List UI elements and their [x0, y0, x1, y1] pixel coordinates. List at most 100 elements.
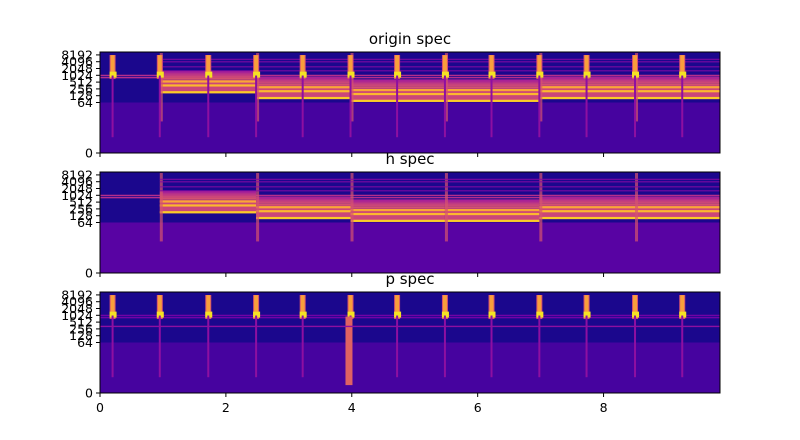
- y-tick-label: 0: [85, 386, 93, 401]
- harmonic-line: [635, 77, 720, 81]
- segment-onset: [539, 53, 543, 122]
- percussive-hit-tail: [634, 75, 637, 138]
- harmonic-line: [350, 206, 445, 209]
- percussive-hit-peak: [583, 311, 591, 318]
- harmonic-line: [539, 196, 636, 199]
- harmonic-line: [539, 216, 636, 220]
- percussive-hit-tail: [585, 75, 588, 138]
- percussive-hit-core: [157, 55, 162, 72]
- percussive-hit-core: [680, 295, 685, 312]
- percussive-hit-core: [584, 55, 589, 72]
- percussive-hit-peak: [394, 71, 402, 78]
- harmonic-line: [635, 199, 720, 202]
- harmonic-line: [256, 203, 351, 206]
- percussive-hit-tail: [207, 75, 210, 138]
- harmonic-line: [444, 206, 540, 209]
- harmonic-line: [350, 202, 445, 205]
- harmonic-line: [635, 196, 720, 199]
- y-tick-label: 8192: [61, 167, 93, 182]
- percussive-hit-peak: [253, 311, 261, 318]
- y-tick-label: 64: [77, 95, 93, 110]
- y-tick-label: 2048: [61, 181, 93, 196]
- percussive-hit-peak: [109, 71, 117, 78]
- y-tick-label: 64: [77, 335, 93, 350]
- percussive-hit-peak: [299, 311, 307, 318]
- harmonic-body: [159, 199, 257, 214]
- x-tick-label: 4: [348, 400, 356, 415]
- percussive-hit-tail: [634, 315, 637, 378]
- harmonic-line: [350, 212, 445, 216]
- percussive-hit-core: [537, 295, 542, 312]
- percussive-hit-core: [206, 295, 211, 312]
- segment-onset: [635, 53, 639, 122]
- y-tick-label: 256: [69, 321, 93, 336]
- segment-onset: [159, 53, 163, 122]
- percussive-hit-core: [254, 55, 259, 72]
- spec-noise-floor: [100, 102, 720, 153]
- percussive-hit-core: [395, 295, 400, 312]
- harmonic-line: [635, 206, 720, 209]
- y-tick-label: 512: [69, 195, 93, 210]
- spec-partial: [159, 66, 720, 68]
- percussive-hit-tail: [443, 75, 446, 138]
- percussive-hit-core: [680, 55, 685, 72]
- percussive-hit-peak: [205, 71, 213, 78]
- percussive-hit-tail: [443, 315, 446, 378]
- percussive-hit-core: [300, 55, 305, 72]
- harmonic-line: [635, 216, 720, 220]
- harmonic-line: [256, 199, 351, 202]
- percussive-hit-peak: [488, 71, 496, 78]
- harmonic-line: [256, 196, 351, 199]
- percussive-hit-peak: [679, 311, 687, 318]
- percussive-hit-peak: [536, 71, 544, 78]
- percussive-hit-peak: [205, 311, 213, 318]
- percussive-hit-core: [348, 295, 353, 312]
- segment-onset: [539, 173, 543, 242]
- y-tick-label: 2048: [61, 61, 93, 76]
- harmonic-body: [444, 208, 540, 222]
- y-tick-label: 128: [69, 88, 93, 103]
- percussive-hit-peak: [632, 71, 640, 78]
- percussive-hit-tail: [158, 315, 161, 378]
- y-tick-label: 8192: [61, 47, 93, 62]
- panel-title: origin spec: [369, 30, 451, 48]
- percussive-hit-tail: [490, 75, 493, 138]
- y-tick-label: 512: [69, 75, 93, 90]
- percussive-transient: [345, 316, 353, 386]
- percussive-hit-tail: [490, 315, 493, 378]
- segment-onset: [444, 53, 448, 122]
- segment-onset: [444, 173, 448, 242]
- y-tick-label: 128: [69, 208, 93, 223]
- percussive-hit-tail: [255, 75, 258, 138]
- percussive-hit-tail: [585, 315, 588, 378]
- harmonic-line: [539, 199, 636, 202]
- percussive-hit-peak: [156, 71, 164, 78]
- percussive-hit-peak: [536, 311, 544, 318]
- segment-onset: [635, 173, 639, 242]
- y-tick-label: 1024: [61, 308, 93, 323]
- segment-onset: [256, 53, 260, 122]
- harmonic-line: [539, 201, 636, 204]
- spec-band: [100, 314, 720, 317]
- spec-band: [100, 325, 720, 328]
- y-tick-label: 512: [69, 315, 93, 330]
- y-tick-label: 256: [69, 81, 93, 96]
- percussive-hit-tail: [396, 315, 399, 378]
- harmonic-line: [159, 204, 257, 207]
- spec-band: [100, 76, 720, 79]
- percussive-hit-core: [584, 295, 589, 312]
- percussive-hit-core: [206, 55, 211, 72]
- percussive-hit-tail: [681, 315, 684, 378]
- spec-band: [100, 196, 720, 199]
- harmonic-body: [635, 85, 720, 100]
- percussive-hit-peak: [347, 311, 355, 318]
- harmonic-line: [635, 203, 720, 206]
- harmonic-line: [256, 206, 351, 209]
- y-tick-label: 1024: [61, 188, 93, 203]
- harmonic-line: [350, 219, 445, 222]
- x-tick-label: 2: [222, 400, 230, 415]
- x-tick-label: 6: [474, 400, 482, 415]
